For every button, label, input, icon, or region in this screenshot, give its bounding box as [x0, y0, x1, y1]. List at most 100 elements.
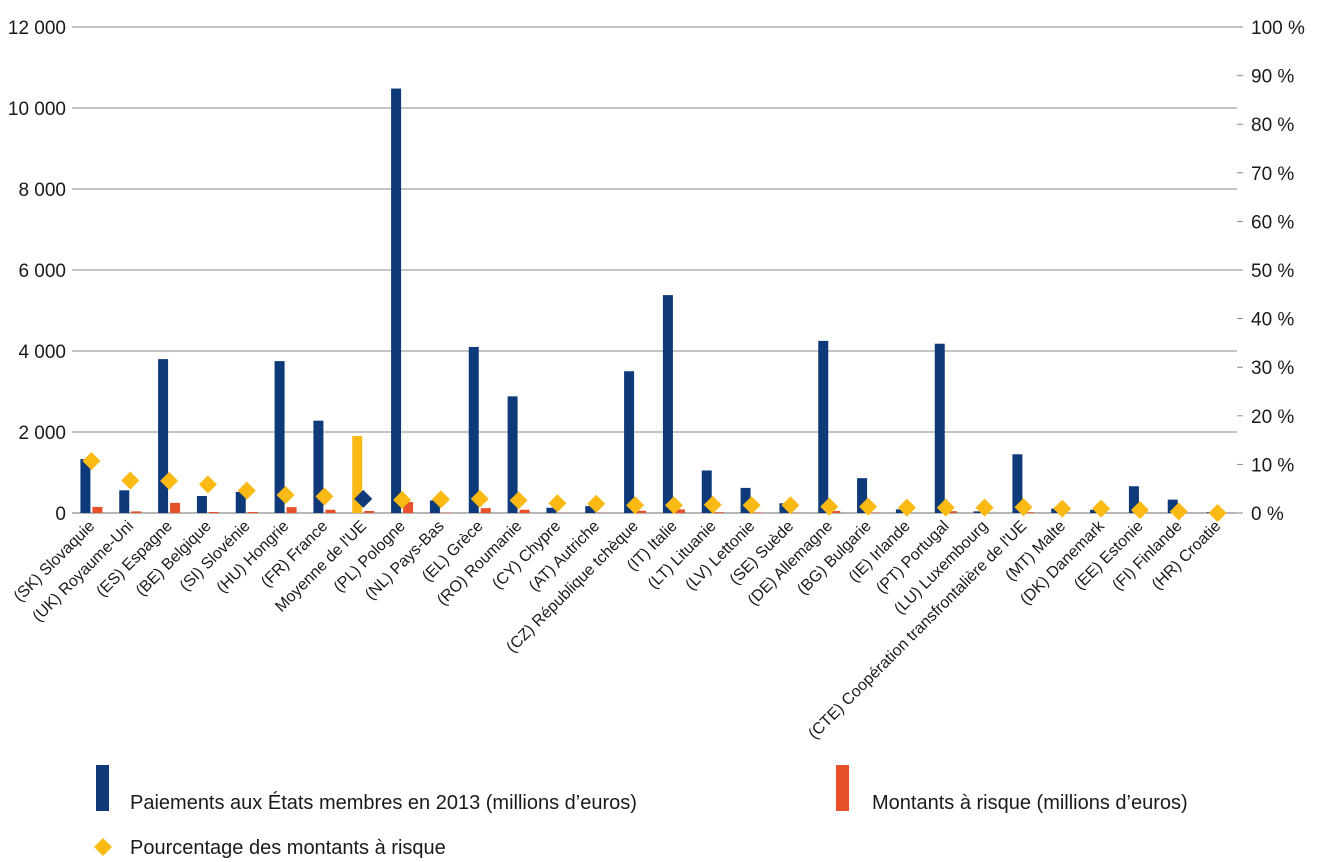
- category-labels: (SK) Slovaquie(UK) Royaume-Uni(ES) Espag…: [11, 517, 1225, 743]
- legend-marker-percentage: [94, 838, 112, 856]
- percentage-marker: [276, 486, 295, 505]
- payment-bar: [973, 511, 984, 513]
- y-left-tick-label: 12 000: [8, 18, 66, 39]
- y-left-tick-label: 4 000: [18, 342, 66, 363]
- y-right-tick-label: 30 %: [1251, 358, 1294, 379]
- eu-average-bar: [352, 436, 363, 513]
- percentage-marker: [1169, 502, 1188, 521]
- y-left-tick-label: 0: [55, 504, 66, 525]
- percentage-marker: [393, 490, 412, 509]
- at-risk-bar: [480, 508, 491, 513]
- percentage-marker: [548, 494, 567, 513]
- percentage-marker: [1053, 499, 1072, 518]
- at-risk-bar: [131, 511, 142, 513]
- at-risk-bar: [364, 510, 375, 513]
- y-right-tick-label: 100 %: [1251, 18, 1305, 39]
- percentage-marker: [664, 496, 683, 515]
- payment-bar: [662, 295, 673, 513]
- percentage-marker: [626, 496, 645, 515]
- at-risk-bar: [247, 511, 258, 513]
- y-right-tick-label: 80 %: [1251, 115, 1294, 136]
- at-risk-bar: [674, 509, 685, 513]
- payment-bar: [1012, 454, 1023, 513]
- left-axis: 0 2 000 4 000 6 000 8 000 10 000 12 000: [8, 18, 66, 525]
- payment-bar: [507, 396, 518, 513]
- y-right-tick-label: 10 %: [1251, 455, 1294, 476]
- legend-label-percentage: Pourcentage des montants à risque: [130, 837, 446, 859]
- percentage-marker: [121, 471, 140, 490]
- y-right-tick-label: 50 %: [1251, 261, 1294, 282]
- percentage-marker: [431, 490, 450, 509]
- legend-label-payments: Paiements aux États membres en 2013 (mil…: [130, 791, 637, 814]
- payment-bar: [624, 371, 635, 513]
- at-risk-bar: [1024, 512, 1035, 513]
- percentage-marker: [82, 451, 101, 470]
- percentage-marker: [509, 491, 528, 510]
- percentage-marker: [820, 497, 839, 516]
- payment-bar: [701, 470, 712, 513]
- payment-bar: [895, 509, 906, 513]
- y-right-tick-label: 90 %: [1251, 67, 1294, 88]
- at-risk-bar: [519, 509, 530, 513]
- payment-bar: [274, 361, 285, 513]
- category-label: (HR) Croatie: [1149, 518, 1225, 594]
- legend-swatch-at-risk: [836, 765, 849, 811]
- y-left-tick-label: 8 000: [18, 180, 66, 201]
- percentage-marker: [1092, 499, 1111, 518]
- eu-average-percentage-marker: [354, 489, 373, 508]
- percentage-marker: [315, 487, 334, 506]
- payment-bar: [196, 495, 207, 513]
- percentage-marker: [897, 498, 916, 517]
- at-risk-bar: [946, 511, 957, 513]
- at-risk-bar: [208, 511, 219, 513]
- payment-bar: [934, 343, 945, 513]
- percentage-marker: [703, 495, 722, 514]
- y-right-tick-label: 20 %: [1251, 407, 1294, 428]
- at-risk-bar: [713, 512, 724, 513]
- y-right-tick-label: 60 %: [1251, 212, 1294, 233]
- at-risk-bar: [92, 506, 103, 513]
- payment-bar: [740, 487, 751, 513]
- legend: Paiements aux États membres en 2013 (mil…: [94, 765, 1188, 859]
- at-risk-bar: [170, 502, 181, 513]
- payment-bar: [313, 420, 324, 513]
- percentage-marker: [1130, 501, 1149, 520]
- percentage-marker: [237, 481, 256, 500]
- at-risk-bar: [830, 510, 841, 513]
- y-right-tick-label: 70 %: [1251, 164, 1294, 185]
- at-risk-bar: [636, 510, 647, 513]
- at-risk-bar: [403, 502, 414, 513]
- payment-bar: [546, 507, 557, 513]
- payment-bar: [857, 478, 868, 513]
- percentage-marker: [859, 497, 878, 516]
- bars: [80, 88, 1217, 513]
- percentage-marker: [587, 494, 606, 513]
- percentage-markers: [82, 451, 1227, 522]
- percentage-marker: [975, 498, 994, 517]
- right-axis: 0 % 10 % 20 % 30 % 40 % 50 % 60 % 70 % 80 % 90 % 1…: [1237, 18, 1305, 525]
- percentage-marker: [936, 498, 955, 517]
- payment-bar: [429, 500, 440, 513]
- y-right-tick-label: 0 %: [1251, 504, 1284, 525]
- legend-swatch-payments: [96, 765, 109, 811]
- percentage-marker: [1014, 498, 1033, 517]
- payment-bar: [119, 490, 130, 513]
- y-right-tick-label: 40 %: [1251, 310, 1294, 331]
- payment-bar: [585, 506, 596, 513]
- payment-bar: [158, 359, 169, 513]
- payment-bar: [391, 88, 402, 513]
- payment-bar: [1128, 486, 1139, 513]
- y-left-tick-label: 10 000: [8, 99, 66, 120]
- payment-bar: [80, 459, 91, 513]
- payment-bar: [818, 340, 829, 513]
- payment-bar: [468, 346, 479, 513]
- gridlines: [72, 26, 1237, 514]
- at-risk-bar: [325, 509, 336, 513]
- percentage-marker: [742, 496, 761, 515]
- percentage-marker: [470, 489, 489, 508]
- percentage-marker: [1208, 504, 1227, 522]
- legend-label-at-risk: Montants à risque (millions d’euros): [872, 792, 1188, 814]
- y-left-tick-label: 2 000: [18, 423, 66, 444]
- payment-bar: [235, 491, 246, 513]
